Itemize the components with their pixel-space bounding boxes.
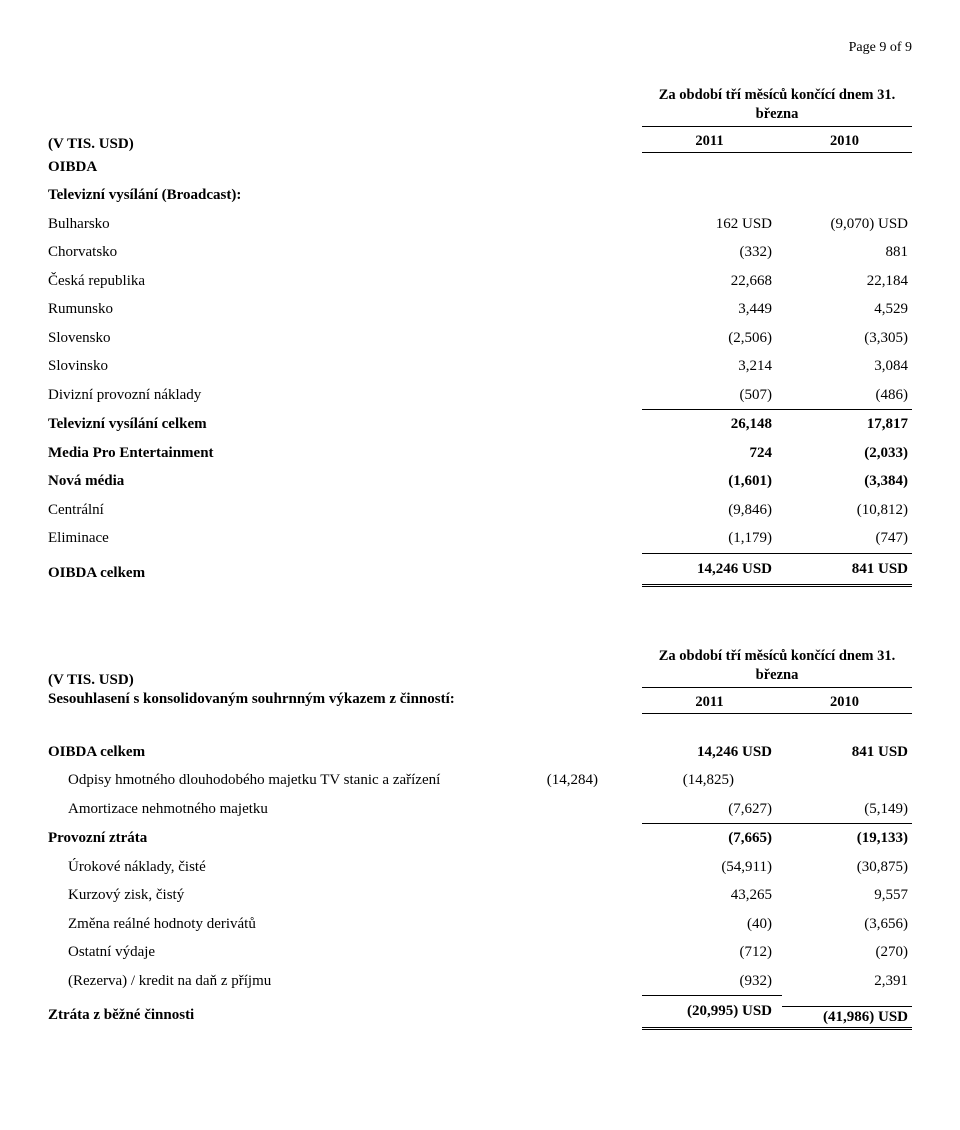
period-header-block: Za období tří měsíců končící dnem 31. bř… [642, 86, 912, 153]
row-slovinsko: Slovinsko3,2143,084 [48, 352, 912, 381]
unit-label: (V TIS. USD) [48, 136, 642, 153]
row2-amort: Amortizace nehmotného majetku(7,627)(5,1… [48, 795, 912, 824]
year2-2011: 2011 [642, 692, 777, 713]
recon-subheader: Sesouhlasení s konsolidovaným souhrnným … [48, 691, 455, 707]
recon-header-label: (V TIS. USD) Sesouhlasení s konsolidovan… [48, 667, 642, 714]
year-row: 2011 2010 [642, 131, 912, 153]
oibda-heading: OIBDA [48, 153, 642, 182]
year2-2010: 2010 [777, 692, 912, 713]
row2-tax: (Rezerva) / kredit na daň z příjmu(932)2… [48, 967, 912, 996]
row-oibda-total: OIBDA celkem14,246 USD841 USD [48, 553, 912, 588]
year-2011: 2011 [642, 131, 777, 152]
broadcast-heading: Televizní vysílání (Broadcast): [48, 181, 642, 210]
oibda-table: (V TIS. USD) Za období tří měsíců končíc… [48, 86, 912, 587]
row-central: Centrální(9,846)(10,812) [48, 496, 912, 525]
row2-oper-loss: Provozní ztráta(7,665)(19,133) [48, 823, 912, 853]
row2-oibda-total: OIBDA celkem14,246 USD841 USD [48, 738, 912, 767]
row-ceska: Česká republika22,66822,184 [48, 267, 912, 296]
period-header-block-2: Za období tří měsíců končící dnem 31. bř… [642, 647, 912, 714]
year-row-2: 2011 2010 [642, 692, 912, 714]
row-slovensko: Slovensko(2,506)(3,305) [48, 324, 912, 353]
row-chorvatsko: Chorvatsko(332)881 [48, 238, 912, 267]
row2-other: Ostatní výdaje(712)(270) [48, 938, 912, 967]
period-header-2: Za období tří měsíců končící dnem 31. bř… [642, 647, 912, 688]
period-header: Za období tří měsíců končící dnem 31. bř… [642, 86, 912, 127]
page-number: Page 9 of 9 [48, 40, 912, 56]
row-bulharsko: Bulharsko162 USD(9,070) USD [48, 210, 912, 239]
row2-deprec: Odpisy hmotného dlouhodobého majetku TV … [48, 766, 912, 795]
row-elim: Eliminace(1,179)(747) [48, 524, 912, 553]
year-2010: 2010 [777, 131, 912, 152]
row2-interest: Úrokové náklady, čisté(54,911)(30,875) [48, 853, 912, 882]
row2-deriv: Změna reálné hodnoty derivátů(40)(3,656) [48, 910, 912, 939]
row-nova: Nová média(1,601)(3,384) [48, 467, 912, 496]
unit-label-2: (V TIS. USD) [48, 672, 134, 688]
row-tv-total: Televizní vysílání celkem26,14817,817 [48, 409, 912, 439]
row-rumunsko: Rumunsko3,4494,529 [48, 295, 912, 324]
row-mpe: Media Pro Entertainment724(2,033) [48, 439, 912, 468]
row-divizni: Divizní provozní náklady(507)(486) [48, 381, 912, 410]
row2-loss: Ztráta z běžné činnosti (20,995) USD (41… [48, 995, 912, 1030]
row2-fx: Kurzový zisk, čistý43,2659,557 [48, 881, 912, 910]
reconciliation-table: (V TIS. USD) Sesouhlasení s konsolidovan… [48, 647, 912, 1030]
